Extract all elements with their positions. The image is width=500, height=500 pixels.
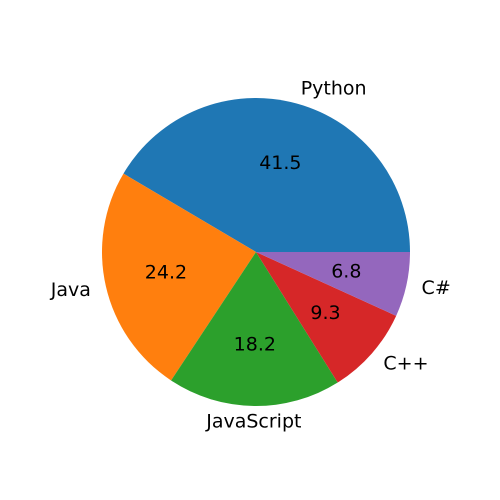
slice-java <box>102 173 256 381</box>
slice-value-javascript: 18.2 <box>234 333 276 355</box>
slice-value-cplusplus: 9.3 <box>310 302 340 324</box>
slice-label-cplusplus: C++ <box>383 353 428 375</box>
slice-python <box>123 98 410 252</box>
slice-value-python: 41.5 <box>259 152 301 174</box>
slice-label-python: Python <box>301 78 367 100</box>
slice-javascript <box>171 252 338 406</box>
slice-cplusplus <box>256 252 397 383</box>
slice-value-java: 24.2 <box>145 262 187 284</box>
pie-labels: Python 41.5 Java 24.2 JavaScript 18.2 C++ 9.3 C#… <box>50 78 451 433</box>
slice-csharp <box>256 252 411 316</box>
pie-slices <box>102 98 411 406</box>
slice-value-csharp: 6.8 <box>331 261 361 283</box>
slice-label-javascript: JavaScript <box>205 410 301 432</box>
slice-label-java: Java <box>50 279 91 301</box>
slice-label-csharp: C# <box>422 277 451 299</box>
